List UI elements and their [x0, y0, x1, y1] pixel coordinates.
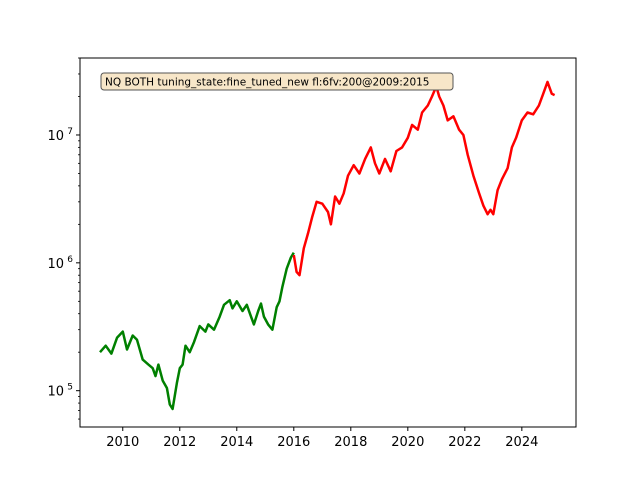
- y-tick-exponent: 6: [67, 255, 73, 265]
- x-tick-label: 2014: [220, 435, 253, 450]
- x-tick-label: 2012: [163, 435, 196, 450]
- series-layer: [99, 80, 556, 411]
- annotation-box: NQ BOTH tuning_state:fine_tuned_new fl:6…: [100, 72, 454, 91]
- x-tick-label: 2010: [106, 435, 139, 450]
- y-tick-label: 10: [47, 385, 64, 400]
- y-tick-label: 10: [47, 129, 64, 144]
- y-tick-exponent: 5: [67, 383, 73, 393]
- annotation-text: NQ BOTH tuning_state:fine_tuned_new fl:6…: [105, 77, 430, 89]
- plot-area: [80, 58, 576, 427]
- x-axis: 2010 2012 2014 2016 2018 2020 2022 2024: [106, 427, 538, 450]
- series-line-2: [292, 80, 556, 277]
- x-tick-label: 2018: [334, 435, 367, 450]
- series-line-1: [99, 252, 295, 411]
- x-tick-label: 2022: [448, 435, 481, 450]
- x-tick-label: 2016: [277, 435, 310, 450]
- y-tick-label: 10: [47, 257, 64, 272]
- x-tick-label: 2020: [391, 435, 424, 450]
- y-tick-exponent: 7: [67, 127, 73, 137]
- annotation-background: [100, 72, 454, 91]
- plot-frame: [79, 57, 577, 428]
- x-tick-label: 2024: [505, 435, 538, 450]
